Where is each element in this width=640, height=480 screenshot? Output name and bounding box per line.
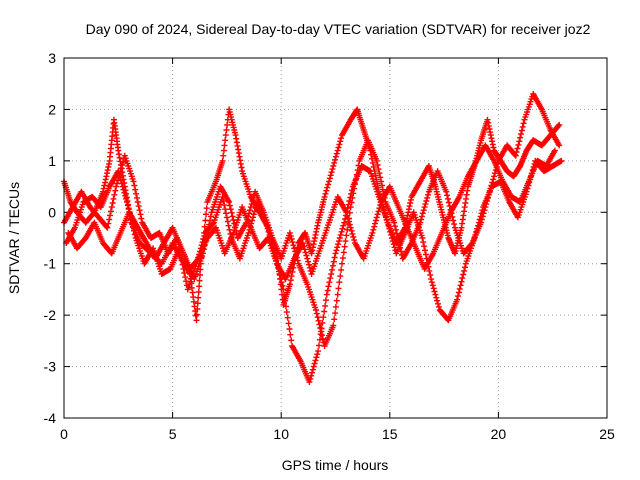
data-point-markers — [65, 142, 558, 283]
y-axis-label: SDTVAR / TECUs — [6, 182, 22, 294]
y-tick-label: 2 — [48, 101, 56, 117]
x-tick-label: 20 — [491, 426, 507, 442]
x-tick-label: 10 — [273, 426, 289, 442]
series-track-d — [65, 142, 558, 283]
x-tick-label: 25 — [599, 426, 615, 442]
x-tick-label: 5 — [169, 426, 177, 442]
x-tick-label: 15 — [382, 426, 398, 442]
axis-ticks: 0 5 10 15 20 25 -4 -3 -2 -1 0 1 2 3 — [44, 50, 615, 442]
x-tick-label: 0 — [60, 426, 68, 442]
y-tick-label: 3 — [48, 50, 56, 66]
plot-frame — [63, 57, 608, 419]
data-markers — [61, 91, 565, 385]
x-axis-label: GPS time / hours — [282, 457, 389, 473]
y-tick-label: 1 — [48, 153, 56, 169]
y-tick-label: -1 — [44, 256, 57, 272]
y-tick-label: -2 — [44, 307, 57, 323]
y-tick-label: -3 — [44, 359, 57, 375]
chart-title: Day 090 of 2024, Sidereal Day-to-day VTE… — [86, 21, 591, 37]
y-tick-label: 0 — [48, 204, 56, 220]
y-tick-label: -4 — [44, 410, 57, 426]
